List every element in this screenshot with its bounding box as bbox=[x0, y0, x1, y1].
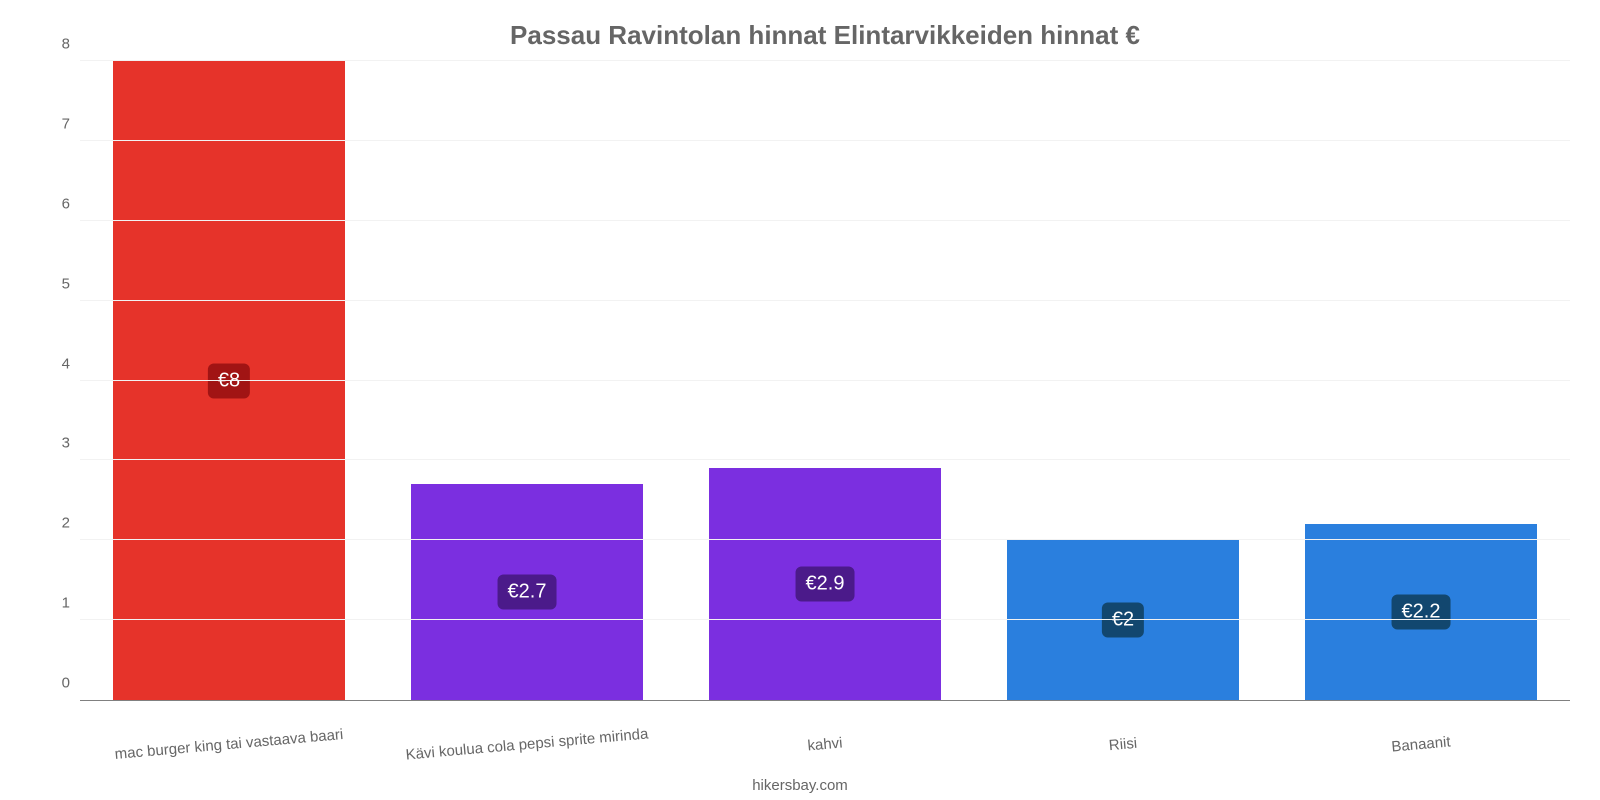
x-axis-category-label: Banaanit bbox=[1391, 733, 1451, 755]
x-label-slot: Riisi bbox=[974, 728, 1272, 768]
x-label-slot: Banaanit bbox=[1272, 728, 1570, 768]
y-tick-label: 5 bbox=[62, 275, 80, 292]
gridline bbox=[80, 619, 1570, 620]
y-tick-label: 3 bbox=[62, 435, 80, 452]
x-label-slot: Kävi koulua cola pepsi sprite mirinda bbox=[378, 728, 676, 768]
x-axis-category-label: Riisi bbox=[1108, 735, 1138, 754]
bar-value-label: €2.9 bbox=[796, 567, 855, 602]
x-axis-category-label: mac burger king tai vastaava baari bbox=[114, 726, 344, 763]
x-axis-category-label: Kävi koulua cola pepsi sprite mirinda bbox=[405, 725, 649, 763]
x-axis-category-label: kahvi bbox=[807, 735, 843, 755]
gridline bbox=[80, 140, 1570, 141]
bar-slot: €8 bbox=[80, 61, 378, 700]
x-axis-labels: mac burger king tai vastaava baari Kävi k… bbox=[80, 728, 1570, 768]
bar-value-label: €8 bbox=[208, 363, 250, 398]
y-tick-label: 7 bbox=[62, 115, 80, 132]
bar-slot: €2.7 bbox=[378, 61, 676, 700]
y-tick-label: 8 bbox=[62, 36, 80, 53]
bar-slot: €2 bbox=[974, 61, 1272, 700]
gridline bbox=[80, 539, 1570, 540]
gridline bbox=[80, 60, 1570, 61]
bar-slot: €2.2 bbox=[1272, 61, 1570, 700]
y-tick-label: 4 bbox=[62, 355, 80, 372]
bar: €2 bbox=[1007, 540, 1239, 700]
bar-value-label: €2.7 bbox=[498, 575, 557, 610]
chart-attribution: hikersbay.com bbox=[752, 777, 848, 794]
bar: €2.9 bbox=[709, 468, 941, 700]
x-label-slot: kahvi bbox=[676, 728, 974, 768]
bar: €2.2 bbox=[1305, 524, 1537, 700]
bar-slot: €2.9 bbox=[676, 61, 974, 700]
bar-value-label: €2.2 bbox=[1392, 595, 1451, 630]
bars-row: €8 €2.7 €2.9 €2 €2.2 bbox=[80, 61, 1570, 700]
chart-title: Passau Ravintolan hinnat Elintarvikkeide… bbox=[80, 20, 1570, 51]
y-tick-label: 6 bbox=[62, 195, 80, 212]
gridline bbox=[80, 459, 1570, 460]
gridline bbox=[80, 380, 1570, 381]
y-tick-label: 2 bbox=[62, 515, 80, 532]
y-tick-label: 1 bbox=[62, 595, 80, 612]
plot-area: €8€2.7€2.9€2€2.2 012345678 bbox=[80, 61, 1570, 701]
x-label-slot: mac burger king tai vastaava baari bbox=[80, 728, 378, 768]
gridline bbox=[80, 220, 1570, 221]
bar: €2.7 bbox=[411, 484, 643, 700]
bar-value-label: €2 bbox=[1102, 603, 1144, 638]
bar-chart: Passau Ravintolan hinnat Elintarvikkeide… bbox=[0, 0, 1600, 800]
gridline bbox=[80, 300, 1570, 301]
y-tick-label: 0 bbox=[62, 675, 80, 692]
bar: €8 bbox=[113, 61, 345, 700]
